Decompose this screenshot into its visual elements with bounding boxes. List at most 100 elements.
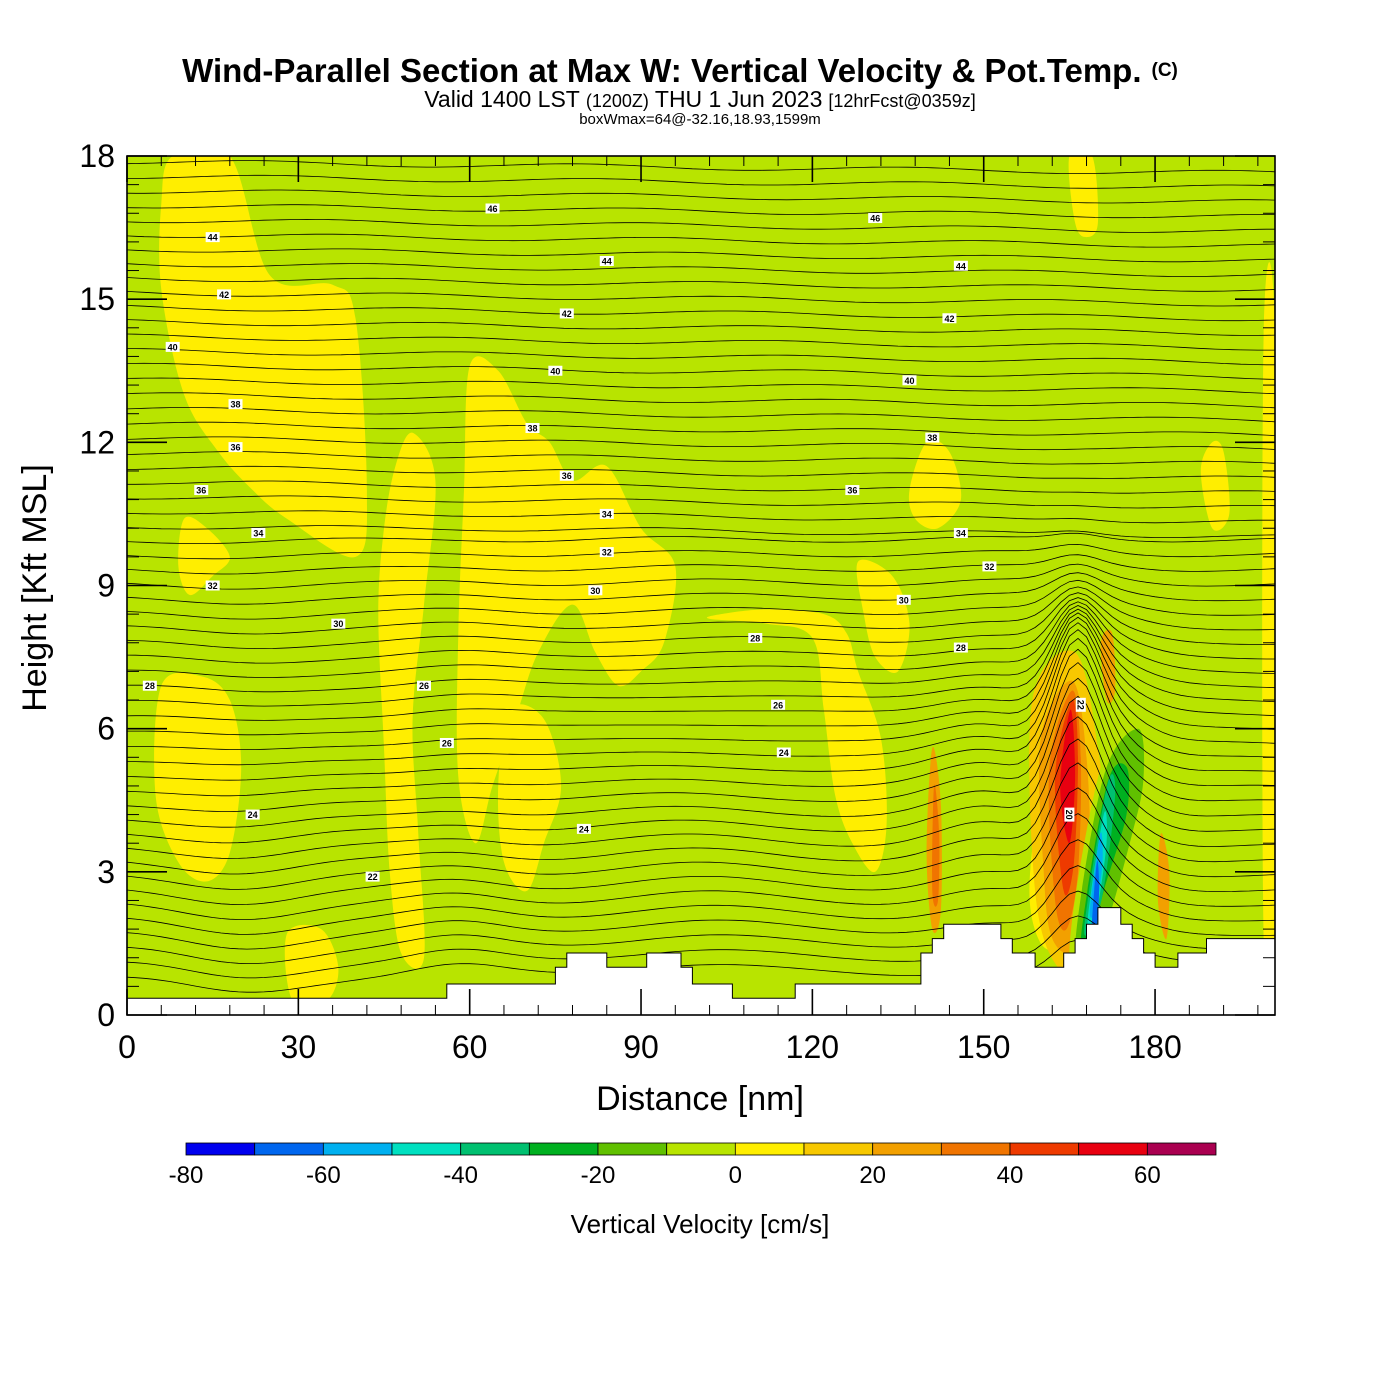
theta-contour-line bbox=[127, 407, 1275, 423]
updraft-region-left-low-column bbox=[154, 672, 242, 882]
theta-contour-label: 46 bbox=[485, 203, 500, 214]
theta-contour-label: 36 bbox=[845, 485, 860, 496]
theta-contour-label: 24 bbox=[576, 823, 591, 834]
svg-text:30: 30 bbox=[590, 586, 600, 596]
theta-contour-line bbox=[127, 839, 1275, 935]
colorbar: -80 -60 -40 -20 0 20 40 60 bbox=[169, 1142, 1217, 1189]
svg-text:44: 44 bbox=[956, 261, 966, 271]
theta-contour-line bbox=[127, 563, 1275, 590]
svg-text:32: 32 bbox=[602, 548, 612, 558]
theta-contour-line bbox=[127, 543, 1275, 560]
theta-contour-line bbox=[127, 787, 1275, 906]
svg-text:36: 36 bbox=[196, 486, 206, 496]
theta-contour-line bbox=[127, 291, 1275, 307]
theta-contour-label: 28 bbox=[142, 680, 157, 691]
theta-contours bbox=[127, 160, 1275, 993]
theta-contour-label: 26 bbox=[416, 680, 431, 691]
colorbar-tick-label: 60 bbox=[1134, 1162, 1161, 1189]
theta-contour-label: 32 bbox=[599, 547, 614, 558]
theta-contour-line bbox=[127, 233, 1275, 248]
svg-text:36: 36 bbox=[847, 486, 857, 496]
velocity-feature-3 bbox=[1100, 629, 1116, 704]
theta-contour-label: 42 bbox=[217, 289, 232, 300]
theta-contour-line bbox=[127, 608, 1275, 707]
theta-contour-label: 38 bbox=[525, 423, 540, 434]
theta-contour-label: 40 bbox=[902, 375, 917, 386]
x-axis-title: Distance [nm] bbox=[596, 1080, 804, 1118]
theta-contour-label: 44 bbox=[599, 255, 614, 266]
theta-contour-label: 40 bbox=[548, 365, 563, 376]
theta-contour-label: 38 bbox=[228, 399, 243, 410]
theta-contour-line bbox=[127, 572, 1275, 605]
theta-contour-label: 24 bbox=[245, 809, 260, 820]
theta-contour-line bbox=[127, 616, 1275, 736]
theta-contour-line bbox=[127, 579, 1275, 620]
theta-contour-line bbox=[127, 890, 1275, 965]
theta-contour-label: 42 bbox=[559, 308, 574, 319]
theta-contour-line bbox=[127, 762, 1275, 890]
theta-contour-label: 24 bbox=[776, 747, 791, 758]
y-axis-title: Height [Kft MSL] bbox=[16, 464, 54, 712]
colorbar-segment bbox=[666, 1142, 736, 1156]
svg-text:28: 28 bbox=[750, 633, 760, 643]
colorbar-tick-label: -40 bbox=[443, 1162, 478, 1189]
svg-text:44: 44 bbox=[602, 256, 612, 266]
theta-contour-line bbox=[127, 554, 1275, 575]
svg-text:22: 22 bbox=[368, 872, 378, 882]
theta-contour-label: 34 bbox=[953, 528, 968, 539]
svg-text:30: 30 bbox=[899, 595, 909, 605]
theta-contour-line bbox=[127, 319, 1275, 336]
theta-contour-line bbox=[127, 648, 1275, 797]
theta-contour-line bbox=[127, 189, 1275, 204]
colorbar-segment bbox=[391, 1142, 462, 1156]
svg-text:42: 42 bbox=[219, 290, 229, 300]
svg-text:40: 40 bbox=[904, 376, 914, 386]
x-tick-label: 60 bbox=[452, 1029, 488, 1065]
colorbar-tick-label: 0 bbox=[729, 1162, 742, 1189]
y-tick-label: 18 bbox=[79, 138, 115, 174]
theta-contour-label: 28 bbox=[748, 632, 763, 643]
theta-contour-line bbox=[127, 677, 1275, 828]
theta-contour-label: 40 bbox=[165, 341, 180, 352]
colorbar-segment bbox=[460, 1142, 530, 1156]
colorbar-segment bbox=[322, 1142, 393, 1156]
svg-text:26: 26 bbox=[773, 700, 783, 710]
colorbar-tick-label: 40 bbox=[997, 1162, 1024, 1189]
theta-contour-line bbox=[127, 465, 1275, 479]
theta-contour-line bbox=[127, 915, 1275, 979]
svg-text:24: 24 bbox=[779, 748, 789, 758]
x-tick-label: 0 bbox=[118, 1029, 136, 1065]
updraft-region-far-right-column bbox=[1200, 440, 1230, 531]
theta-contour-line bbox=[127, 525, 1275, 538]
updraft-region-upper-left-plume bbox=[159, 156, 367, 558]
theta-contour-label: 20 bbox=[1064, 807, 1075, 822]
updraft-region-left-mid-column bbox=[178, 516, 230, 596]
theta-contour-line bbox=[127, 495, 1275, 509]
theta-contour-line bbox=[127, 601, 1275, 678]
svg-text:34: 34 bbox=[602, 509, 612, 519]
svg-text:42: 42 bbox=[944, 314, 954, 324]
svg-text:24: 24 bbox=[248, 810, 258, 820]
terrain-profile bbox=[127, 907, 1275, 1015]
svg-text:34: 34 bbox=[253, 529, 263, 539]
colorbar-tick-label: 20 bbox=[859, 1162, 886, 1189]
theta-contour-line bbox=[127, 174, 1275, 189]
theta-contour-label: 36 bbox=[194, 485, 209, 496]
colorbar-title: Vertical Velocity [cm/s] bbox=[571, 1209, 830, 1239]
y-tick-label: 15 bbox=[79, 281, 115, 317]
theta-contour-line bbox=[127, 865, 1275, 950]
y-tick-label: 3 bbox=[97, 854, 115, 890]
theta-contour-label: 28 bbox=[953, 642, 968, 653]
updraft-region-central-mid-b bbox=[497, 704, 562, 892]
figure-subtitle: Valid 1400 LST (1200Z) THU 1 Jun 2023 [12hr… bbox=[424, 86, 975, 112]
y-tick-label: 0 bbox=[97, 997, 115, 1033]
colorbar-segment bbox=[254, 1142, 324, 1156]
colorbar-segment bbox=[185, 1142, 256, 1156]
theta-contour-line bbox=[127, 716, 1275, 859]
forecast-info: [12hrFcst@0359z] bbox=[828, 91, 975, 111]
theta-contour-line bbox=[127, 586, 1275, 635]
theta-contour-label: 46 bbox=[868, 213, 883, 224]
x-tick-label: 180 bbox=[1128, 1029, 1181, 1065]
